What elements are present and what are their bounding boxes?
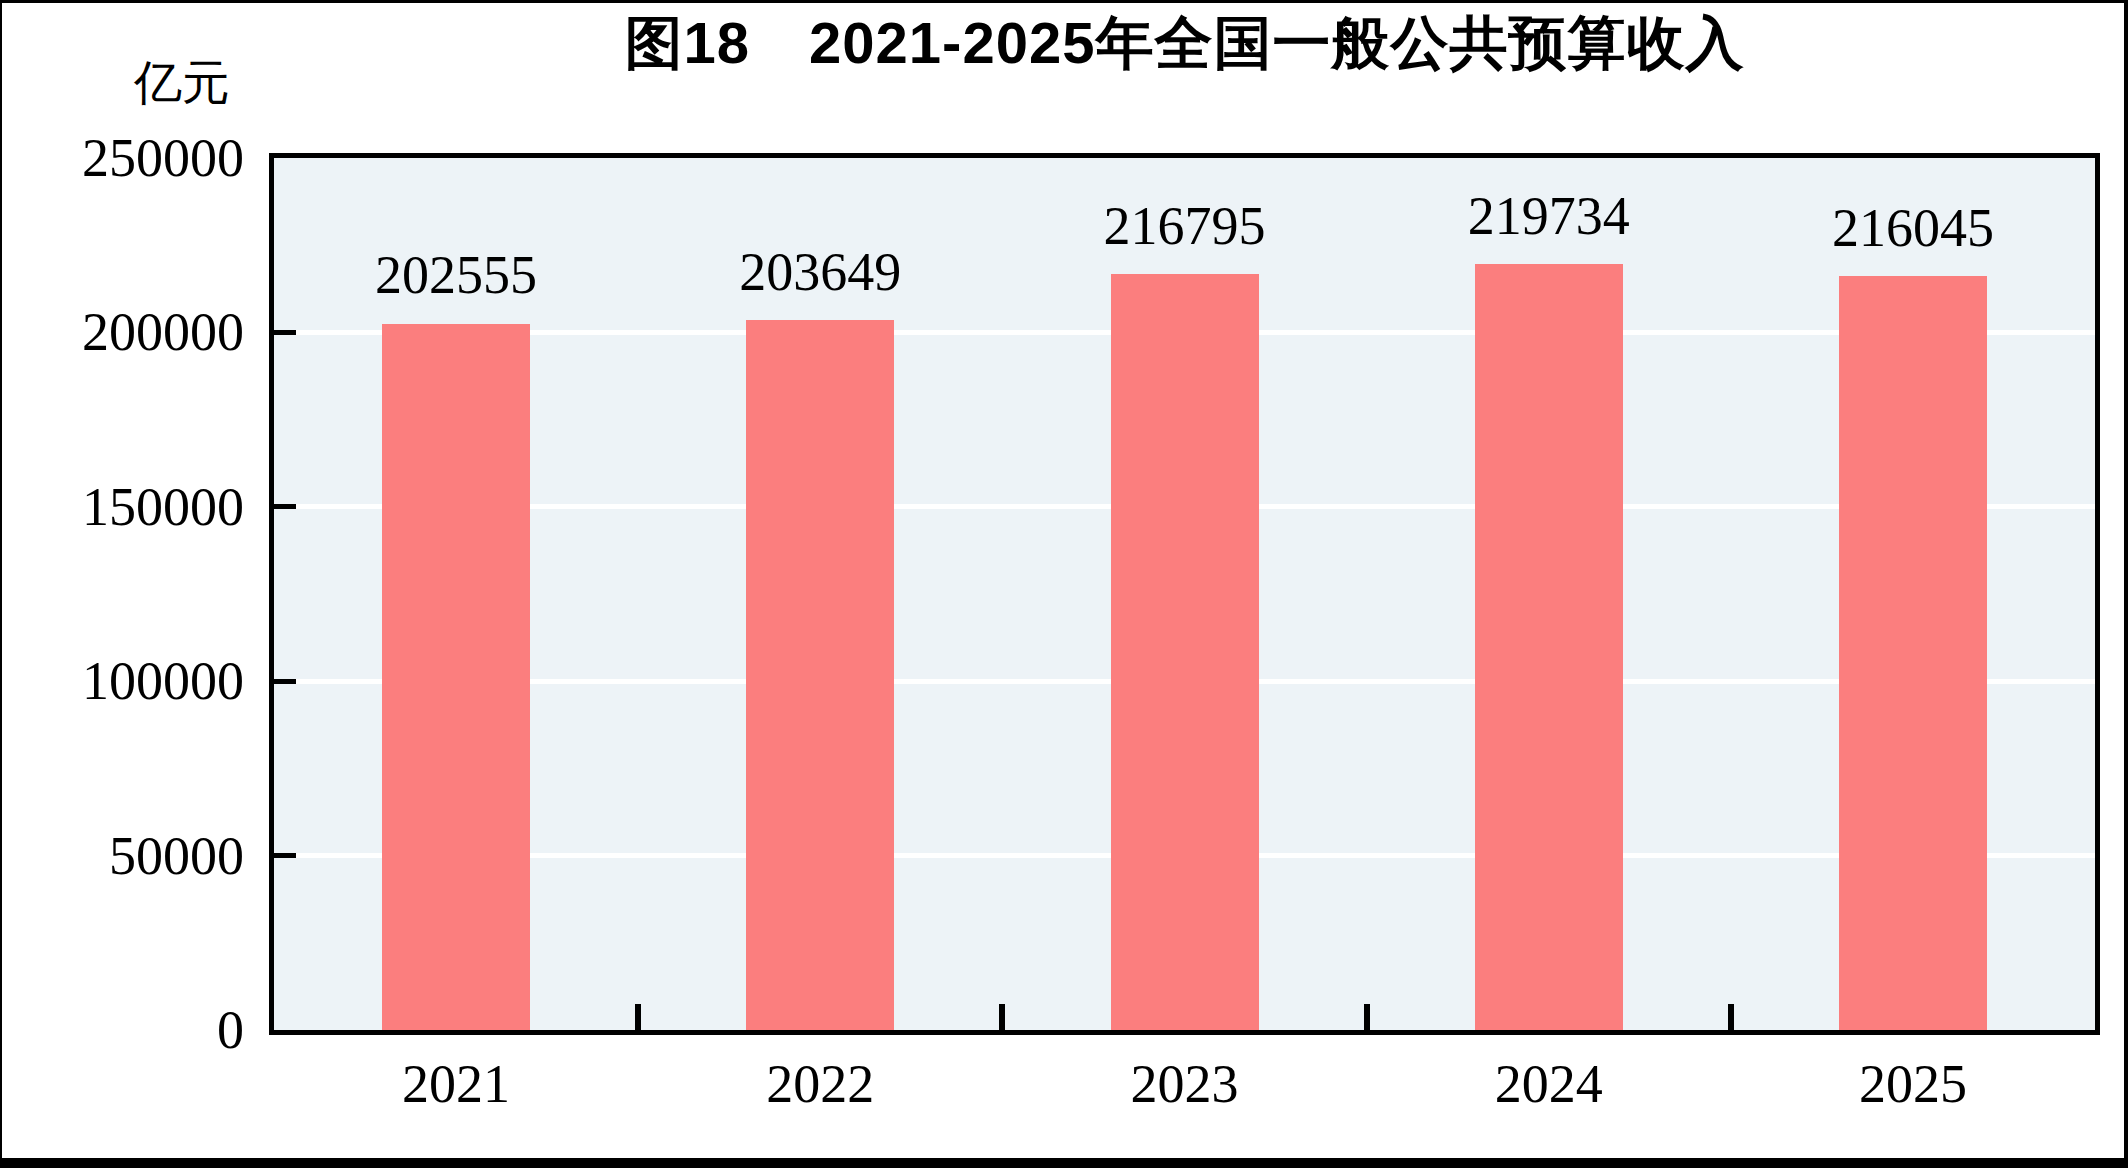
y-tick-label-0: 0 xyxy=(12,1000,244,1060)
figure-frame: 图18 2021-2025年全国一般公共预算收入 亿元 202555 2021 20… xyxy=(0,0,2128,1168)
bar-value-label-2025: 216045 xyxy=(1753,200,2073,256)
x-tick-label-2024: 2024 xyxy=(1389,1054,1709,1114)
y-tick-label-200000: 200000 xyxy=(12,302,244,362)
x-tick-label-2022: 2022 xyxy=(660,1054,980,1114)
bar-value-label-2023: 216795 xyxy=(1025,198,1345,254)
bar-value-label-2021: 202555 xyxy=(296,247,616,303)
y-axis-unit-label: 亿元 xyxy=(102,55,262,111)
x-axis-tick-mark xyxy=(999,1004,1005,1030)
y-axis-tick-mark xyxy=(274,853,296,858)
bottom-border xyxy=(0,1158,2128,1168)
y-axis-tick-mark xyxy=(274,679,296,684)
bar-2021 xyxy=(382,324,530,1031)
y-tick-label-250000: 250000 xyxy=(12,128,244,188)
y-tick-label-150000: 150000 xyxy=(12,477,244,537)
bar-2023 xyxy=(1111,274,1259,1030)
y-axis-tick-mark xyxy=(274,330,296,335)
y-axis-tick-mark xyxy=(274,504,296,509)
x-tick-label-2023: 2023 xyxy=(1025,1054,1345,1114)
x-axis-tick-mark xyxy=(1364,1004,1370,1030)
y-tick-label-50000: 50000 xyxy=(12,826,244,886)
y-tick-label-100000: 100000 xyxy=(12,651,244,711)
bar-2025 xyxy=(1839,276,1987,1030)
x-axis-tick-mark xyxy=(1728,1004,1734,1030)
bar-value-label-2022: 203649 xyxy=(660,244,980,300)
x-axis-tick-mark xyxy=(635,1004,641,1030)
x-tick-label-2025: 2025 xyxy=(1753,1054,2073,1114)
x-tick-label-2021: 2021 xyxy=(296,1054,616,1114)
bar-2024 xyxy=(1475,264,1623,1030)
bar-2022 xyxy=(746,320,894,1030)
bar-value-label-2024: 219734 xyxy=(1389,188,1709,244)
chart-title: 图18 2021-2025年全国一般公共预算收入 xyxy=(269,9,2100,77)
